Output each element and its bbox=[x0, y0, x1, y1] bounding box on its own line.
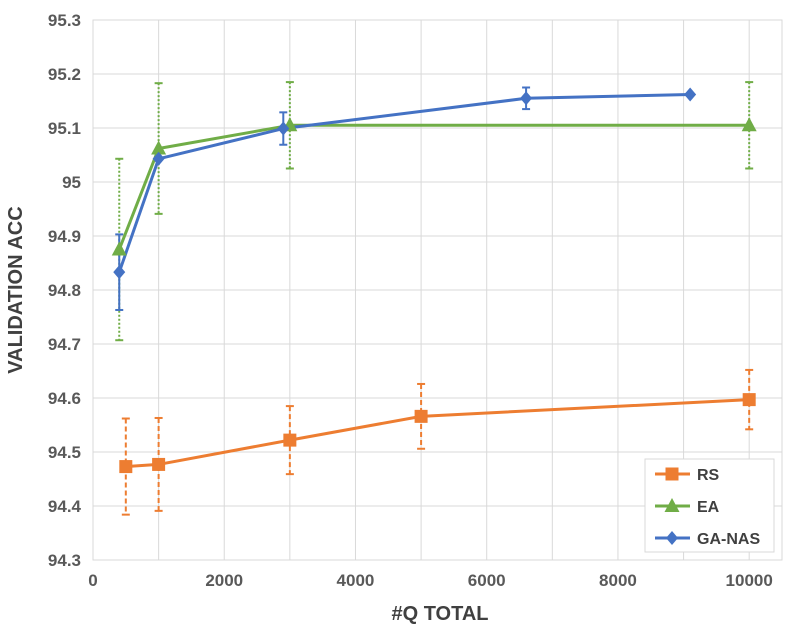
y-axis-title: VALIDATION ACC bbox=[5, 206, 27, 373]
y-tick-label: 94.6 bbox=[48, 389, 81, 408]
ga-nas-series-line bbox=[117, 93, 691, 273]
x-tick-label: 10000 bbox=[726, 571, 773, 590]
series-lines bbox=[117, 93, 750, 469]
y-tick-label: 94.9 bbox=[48, 227, 81, 246]
legend-label-ga-nas: GA-NAS bbox=[697, 531, 760, 548]
x-axis-title: #Q TOTAL bbox=[391, 603, 488, 625]
y-tick-label: 95.1 bbox=[48, 119, 81, 138]
x-tick-label: 4000 bbox=[337, 571, 375, 590]
y-tick-label: 95 bbox=[62, 173, 81, 192]
legend-marker-rs bbox=[665, 467, 679, 481]
rs-data-point bbox=[119, 460, 133, 474]
ea-data-point bbox=[111, 241, 127, 256]
ga-nas-data-point bbox=[152, 151, 165, 166]
ga-nas-data-point bbox=[520, 91, 533, 106]
y-tick-label: 94.3 bbox=[48, 551, 81, 570]
legend-item-ea: EA bbox=[655, 498, 720, 516]
legend: RS EA GA-NAS bbox=[644, 458, 775, 553]
rs-error-bar bbox=[745, 368, 754, 431]
y-tick-label: 94.4 bbox=[48, 497, 82, 516]
x-tick-label: 6000 bbox=[468, 571, 506, 590]
y-tick-label: 94.7 bbox=[48, 335, 81, 354]
y-tick-label: 94.5 bbox=[48, 443, 81, 462]
legend-marker-ea bbox=[664, 498, 680, 512]
legend-label-ea: EA bbox=[697, 499, 720, 516]
ga-nas-data-point bbox=[113, 265, 126, 280]
y-tick-label: 94.8 bbox=[48, 281, 81, 300]
rs-series-line bbox=[125, 398, 750, 469]
rs-data-point bbox=[152, 457, 166, 471]
x-tick-label: 2000 bbox=[205, 571, 243, 590]
y-tick-label: 95.3 bbox=[48, 11, 81, 30]
ga-nas-data-point bbox=[684, 87, 697, 102]
legend-item-rs: RS bbox=[655, 467, 720, 484]
ea-series-line bbox=[117, 123, 750, 251]
series-markers bbox=[111, 87, 757, 474]
ea-data-point bbox=[741, 117, 757, 132]
ea-error-bar bbox=[285, 81, 294, 170]
rs-data-point bbox=[414, 409, 428, 423]
rs-data-point bbox=[742, 393, 756, 407]
ea-error-bar bbox=[745, 81, 754, 170]
x-tick-label: 8000 bbox=[599, 571, 637, 590]
rs-data-point bbox=[283, 433, 297, 447]
ea-error-bar bbox=[115, 157, 124, 342]
legend-label-rs: RS bbox=[697, 467, 720, 484]
ea-data-point bbox=[151, 140, 167, 155]
legend-marker-ga-nas bbox=[666, 531, 678, 545]
x-tick-label: 0 bbox=[88, 571, 97, 590]
tick-labels: 94.3 94.4 94.5 94.6 94.7 94.8 94.9 95 95.1 95.2 95… bbox=[48, 11, 773, 590]
y-tick-label: 95.2 bbox=[48, 65, 81, 84]
ga-nas-data-point bbox=[277, 121, 290, 136]
plot-area bbox=[92, 19, 783, 561]
legend-item-ga-nas: GA-NAS bbox=[655, 531, 760, 548]
rs-error-bar bbox=[154, 416, 163, 512]
